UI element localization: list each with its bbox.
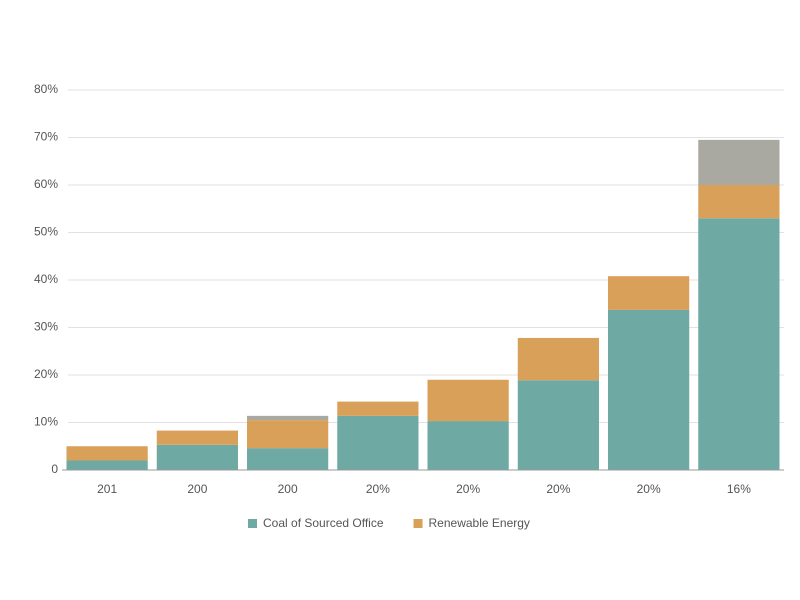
- legend-label: Coal of Sourced Office: [263, 516, 384, 530]
- x-tick-label: 20%: [366, 482, 390, 496]
- bar-segment: [427, 379, 509, 422]
- y-tick-label: 60%: [34, 177, 58, 191]
- bar-segment: [608, 276, 690, 310]
- legend-swatch: [248, 519, 257, 528]
- bar-segment: [66, 446, 148, 461]
- y-tick-label: 40%: [34, 272, 58, 286]
- y-tick-label: 10%: [34, 415, 58, 429]
- bar-segment: [517, 380, 599, 470]
- legend-label: Renewable Energy: [429, 516, 530, 530]
- y-tick-label: 50%: [34, 225, 58, 239]
- legend-swatch: [413, 519, 423, 528]
- x-tick-label: 201: [97, 482, 117, 496]
- x-tick-label: 200: [187, 482, 207, 496]
- x-tick-label: 16%: [727, 482, 751, 496]
- bar-segment: [156, 430, 238, 445]
- y-tick-label: 30%: [34, 320, 58, 334]
- x-tick-label: 20%: [456, 482, 480, 496]
- x-tick-label: 20%: [546, 482, 570, 496]
- bar-segment: [156, 444, 238, 470]
- bar-segment: [247, 448, 329, 470]
- bar-segment: [698, 185, 780, 219]
- bar-segment: [337, 401, 419, 416]
- bar-segment: [66, 460, 148, 470]
- bar-segment: [698, 218, 780, 470]
- y-tick-label: 0: [51, 462, 58, 476]
- x-tick-label: 20%: [637, 482, 661, 496]
- y-tick-label: 20%: [34, 367, 58, 381]
- x-tick-label: 200: [278, 482, 298, 496]
- bar-segment: [247, 415, 329, 421]
- bar-segment: [608, 309, 690, 470]
- bar-segment: [247, 420, 329, 449]
- bar-segment: [517, 337, 599, 381]
- bar-segment: [337, 415, 419, 470]
- bar-segment: [427, 421, 509, 470]
- y-tick-label: 70%: [34, 130, 58, 144]
- bar-segment: [698, 139, 780, 185]
- y-tick-label: 80%: [34, 82, 58, 96]
